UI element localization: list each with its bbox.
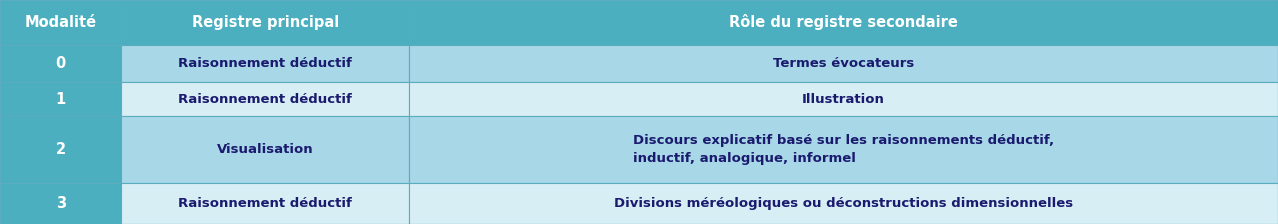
Bar [121, 116, 409, 183]
Text: Termes évocateurs: Termes évocateurs [773, 57, 914, 70]
Text: Divisions méréologiques ou déconstructions dimensionnelles: Divisions méréologiques ou déconstructio… [613, 197, 1074, 210]
Text: Discours explicatif basé sur les raisonnements déductif,
inductif, analogique, i: Discours explicatif basé sur les raisonn… [633, 134, 1054, 165]
Bar [409, 116, 1278, 183]
Text: Registre principal: Registre principal [192, 15, 339, 30]
Bar [121, 0, 409, 45]
Text: Illustration: Illustration [803, 93, 884, 106]
Text: 1: 1 [55, 92, 66, 107]
Bar [121, 45, 409, 82]
Text: Rôle du registre secondaire: Rôle du registre secondaire [728, 14, 958, 30]
Bar [0, 45, 121, 82]
Bar [409, 0, 1278, 45]
Bar [121, 82, 409, 116]
Text: Raisonnement déductif: Raisonnement déductif [178, 197, 353, 210]
Bar [0, 183, 121, 224]
Bar [0, 116, 121, 183]
Text: 0: 0 [55, 56, 66, 71]
Bar [121, 183, 409, 224]
Bar [409, 82, 1278, 116]
Text: 2: 2 [56, 142, 65, 157]
Text: Raisonnement déductif: Raisonnement déductif [178, 93, 353, 106]
Bar [409, 183, 1278, 224]
Text: Raisonnement déductif: Raisonnement déductif [178, 57, 353, 70]
Text: Visualisation: Visualisation [217, 143, 313, 156]
Text: 3: 3 [56, 196, 65, 211]
Text: Modalité: Modalité [24, 15, 97, 30]
Bar [0, 82, 121, 116]
Bar [409, 45, 1278, 82]
Bar [0, 0, 121, 45]
